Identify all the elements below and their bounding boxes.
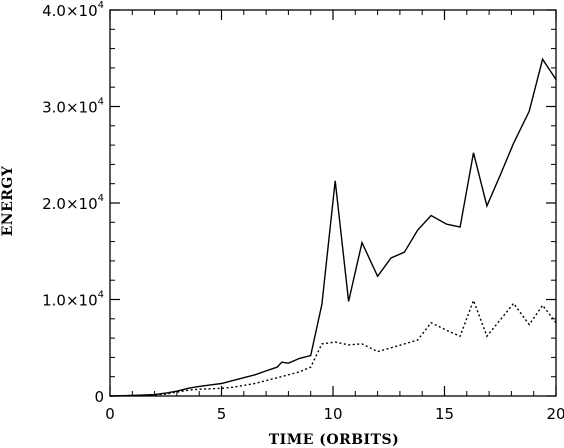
- y-axis-ticks: 0 1.0×104 2.0×104 3.0×104 4.0×104: [42, 0, 556, 406]
- x-tick-label: 20: [546, 405, 564, 423]
- y-tick-label: 1.0×104: [42, 290, 104, 310]
- x-axis-label: TIME (ORBITS): [269, 432, 400, 448]
- x-axis-ticks: 0 5 10 15 20: [105, 10, 564, 423]
- y-axis-label: ENERGY: [0, 165, 16, 236]
- x-tick-label: 0: [105, 405, 115, 423]
- x-tick-label: 5: [217, 405, 227, 423]
- x-tick-label: 10: [323, 405, 342, 423]
- series-dotted-line: [109, 298, 557, 397]
- y-tick-label: 2.0×104: [42, 193, 104, 213]
- series-layer: [109, 57, 557, 397]
- y-tick-label: 3.0×104: [42, 97, 104, 117]
- y-tick-label: 4.0×104: [42, 0, 104, 20]
- x-tick-label: 15: [435, 405, 454, 423]
- series-solid-line: [109, 57, 557, 397]
- y-tick-label: 0: [94, 388, 104, 406]
